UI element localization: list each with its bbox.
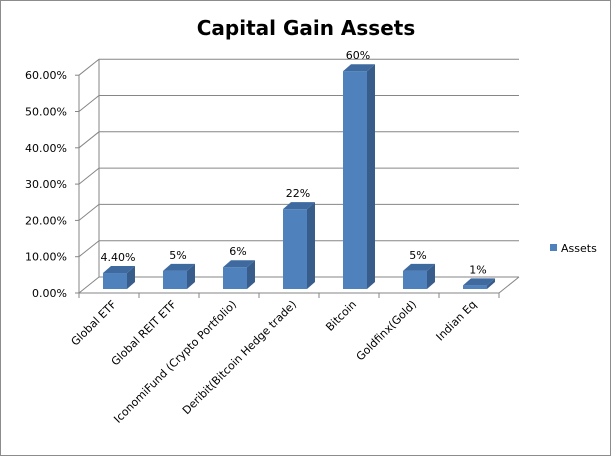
data-label: 5% [409, 249, 426, 262]
data-label: 4.40% [101, 251, 136, 264]
gridline [78, 167, 519, 185]
y-tick-label: 20.00% [25, 214, 67, 227]
chart-title: Capital Gain Assets [197, 16, 416, 40]
legend-swatch [550, 244, 557, 251]
x-category-label: Bitcoin [323, 298, 359, 334]
bar-top [283, 202, 315, 210]
bar [343, 64, 375, 289]
bar-side [247, 260, 255, 289]
bar-top [103, 266, 135, 274]
bar-front [103, 273, 127, 289]
data-label: 60% [346, 49, 370, 62]
bar [283, 202, 315, 289]
data-label: 22% [286, 187, 310, 200]
bar-front [283, 209, 307, 289]
bar-side [487, 278, 495, 289]
x-category-label: Deribit(Bitcoin Hedge trade) [180, 298, 299, 417]
x-category-label: Global ETF [68, 298, 119, 349]
bar-front [223, 267, 247, 289]
bar-top [163, 263, 195, 271]
gridline [78, 240, 519, 258]
bar [403, 263, 435, 289]
legend-label: Assets [561, 242, 597, 255]
bar [463, 278, 495, 289]
gridline [78, 276, 519, 294]
bar [223, 260, 255, 289]
floor-right-edge [498, 276, 520, 294]
bar-side [427, 263, 435, 289]
y-tick-label: 50.00% [25, 106, 67, 119]
bar-side [367, 64, 375, 289]
x-category-label: Global REIT ETF [109, 298, 179, 368]
bar-front [343, 71, 367, 289]
data-label: 6% [229, 245, 246, 258]
gridline [78, 58, 519, 76]
gridline [78, 131, 519, 149]
y-tick-label: 40.00% [25, 142, 67, 155]
data-label: 5% [169, 249, 186, 262]
bar-top [223, 260, 255, 268]
bar-front [163, 270, 187, 289]
bar-side [187, 263, 195, 289]
bar [163, 263, 195, 289]
bar-side [127, 266, 135, 289]
data-label: 1% [469, 263, 486, 276]
bar [103, 266, 135, 289]
y-tick-label: 30.00% [25, 178, 67, 191]
x-category-label: Goldfinx(Gold) [354, 298, 419, 363]
bar-top [463, 278, 495, 286]
x-category-label: IconomiFund (Crypto Portfolio) [111, 298, 239, 426]
y-tick-label: 10.00% [25, 251, 67, 264]
bar-top [343, 64, 375, 72]
bar-front [463, 285, 487, 289]
legend: Assets [550, 242, 597, 255]
gridline [78, 95, 519, 112]
gridline [78, 203, 519, 221]
bar-top [403, 263, 435, 271]
y-tick-label: 0.00% [32, 287, 67, 300]
bar-side [307, 202, 315, 289]
bar-front [403, 270, 427, 289]
x-category-label: Indian Eq [434, 298, 480, 344]
y-tick-label: 60.00% [25, 69, 67, 82]
